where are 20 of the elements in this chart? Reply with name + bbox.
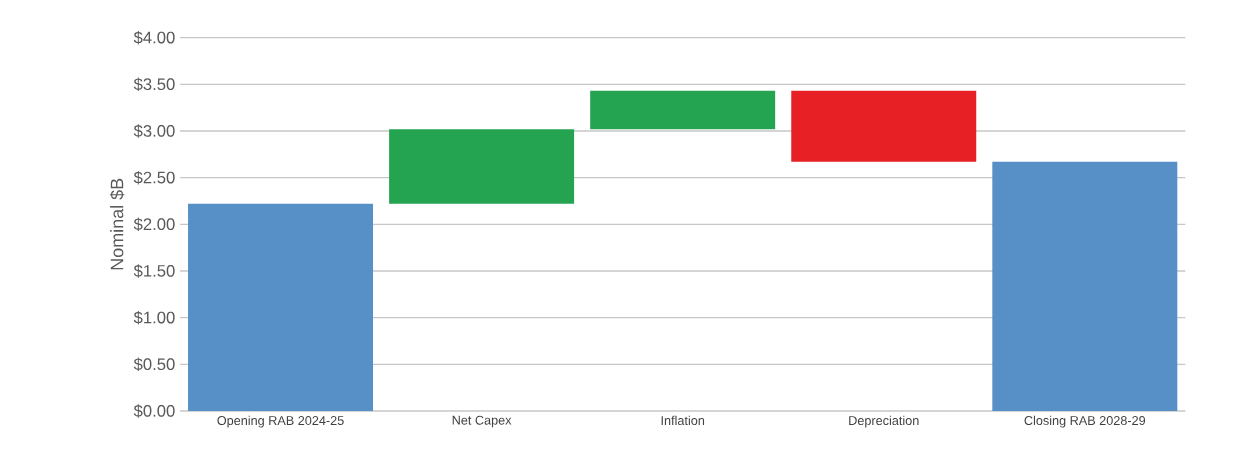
y-axis-title: Nominal $B bbox=[109, 178, 125, 270]
x-tick-label: Opening RAB 2024-25 bbox=[217, 415, 344, 428]
x-tick-label: Net Capex bbox=[452, 415, 512, 428]
bar bbox=[590, 90, 776, 130]
x-tick-label: Closing RAB 2028-29 bbox=[1024, 415, 1146, 428]
x-tick-label: Depreciation bbox=[849, 415, 919, 428]
bar bbox=[992, 161, 1178, 411]
bar bbox=[389, 129, 575, 204]
y-tick-label: $0.00 bbox=[133, 404, 175, 418]
y-tick-label: $4.00 bbox=[133, 30, 175, 45]
y-tick-label: $3.00 bbox=[133, 124, 175, 138]
y-tick-label: $3.50 bbox=[133, 77, 175, 92]
bar bbox=[188, 203, 374, 411]
bar bbox=[791, 90, 977, 162]
y-tick-label: $0.50 bbox=[133, 357, 175, 372]
y-tick-label: $2.50 bbox=[133, 170, 175, 185]
x-tick-label: Inflation bbox=[661, 415, 705, 426]
y-tick-label: $1.00 bbox=[133, 310, 175, 325]
y-tick-label: $1.50 bbox=[133, 264, 175, 278]
y-tick-label: $2.00 bbox=[133, 217, 175, 232]
